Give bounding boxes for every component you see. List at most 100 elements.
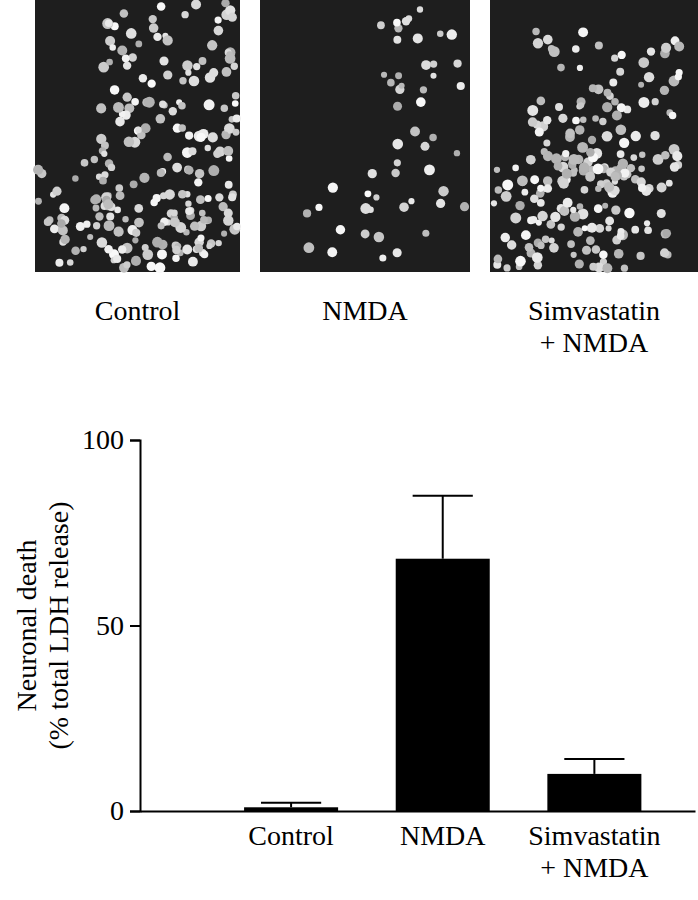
cell: [567, 240, 575, 248]
cell: [577, 203, 584, 210]
cell: [206, 243, 212, 249]
cell: [157, 2, 166, 11]
cell: [365, 190, 372, 197]
cell: [188, 257, 198, 267]
cell: [128, 53, 136, 61]
cell: [169, 107, 177, 115]
cell: [631, 131, 641, 141]
cell: [59, 203, 69, 213]
cell: [336, 225, 345, 234]
cell: [408, 198, 414, 204]
cell: [657, 182, 667, 192]
cell: [537, 185, 544, 192]
cell: [147, 262, 156, 271]
cell: [147, 79, 155, 87]
cell: [582, 225, 588, 231]
cell: [436, 199, 445, 208]
cell: [661, 43, 671, 53]
cell: [638, 166, 645, 173]
cell: [517, 175, 528, 186]
cell: [530, 194, 539, 203]
image-panel: [260, 0, 470, 272]
cell: [422, 230, 429, 237]
cell: [134, 204, 143, 213]
cell: [675, 73, 682, 80]
cell: [33, 165, 43, 175]
y-axis-title: Neuronal death(% total LDH release): [11, 502, 74, 750]
cell: [303, 242, 314, 253]
cell: [373, 194, 379, 200]
cell: [491, 200, 497, 206]
cell: [599, 118, 606, 125]
cell: [430, 73, 436, 79]
cell: [611, 98, 619, 106]
bar: [244, 807, 338, 811]
cell: [618, 159, 628, 169]
cell: [215, 193, 223, 201]
panel-background: [490, 0, 698, 272]
bar: [396, 559, 490, 811]
cell: [599, 251, 607, 259]
cell: [185, 70, 191, 76]
cell: [135, 40, 142, 47]
y-tick-label: 100: [82, 424, 124, 455]
cell: [208, 165, 219, 176]
cell: [144, 97, 155, 108]
cell: [559, 179, 569, 189]
cell: [104, 245, 113, 254]
cell: [494, 255, 503, 264]
cell: [392, 139, 403, 150]
cell: [225, 53, 236, 64]
cell: [510, 212, 521, 223]
cell: [535, 127, 544, 136]
cell: [565, 129, 575, 139]
cell: [530, 216, 538, 224]
cell: [139, 74, 147, 82]
cell: [232, 100, 239, 107]
cell: [233, 223, 241, 231]
cell: [106, 212, 114, 220]
cell: [617, 150, 625, 158]
cell: [636, 252, 644, 260]
cell: [135, 127, 141, 133]
cell: [549, 238, 555, 244]
cell: [602, 102, 612, 112]
cell: [225, 181, 233, 189]
cell: [93, 205, 100, 212]
cell: [395, 72, 402, 79]
cell: [315, 204, 322, 211]
cell: [543, 139, 550, 146]
cell: [101, 151, 107, 157]
cell: [71, 247, 80, 256]
cell: [453, 59, 461, 67]
cell: [501, 191, 512, 202]
cell: [104, 220, 115, 231]
cell: [191, 0, 201, 10]
cell: [222, 131, 228, 137]
cell: [123, 61, 131, 69]
cell: [572, 117, 580, 125]
cell: [512, 165, 519, 172]
cell: [221, 105, 228, 112]
cell: [621, 265, 628, 272]
cell: [327, 247, 337, 257]
cell: [562, 150, 569, 157]
cell: [557, 64, 565, 72]
cell: [57, 219, 66, 228]
cell: [228, 193, 236, 201]
cell: [106, 59, 113, 66]
cell: [669, 112, 676, 119]
cell: [644, 220, 650, 226]
panel-label: Control: [95, 295, 181, 326]
cell: [189, 76, 200, 87]
cell: [602, 263, 612, 273]
cell: [616, 124, 627, 135]
cell: [580, 116, 587, 123]
cell: [142, 244, 149, 251]
cell: [155, 262, 166, 273]
cell: [368, 169, 377, 178]
cell: [102, 18, 113, 29]
cell: [657, 209, 666, 218]
y-tick: 100: [82, 424, 140, 455]
cell: [644, 72, 654, 82]
